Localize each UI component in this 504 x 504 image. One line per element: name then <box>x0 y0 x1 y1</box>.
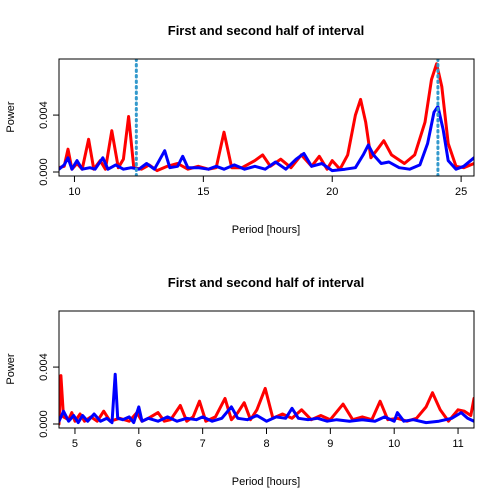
x-tick-label: 11 <box>452 438 463 450</box>
x-axis-label: Period [hours] <box>232 224 300 236</box>
chart-title: First and second half of interval <box>168 275 364 290</box>
x-tick-label: 10 <box>388 438 400 450</box>
x-tick-label: 15 <box>197 186 209 198</box>
x-axis-label: Period [hours] <box>232 476 300 488</box>
series-line-red <box>59 62 474 173</box>
y-tick-label: 0.004 <box>38 101 50 129</box>
x-tick-label: 6 <box>136 438 142 450</box>
y-tick-label: 0.004 <box>38 353 50 381</box>
series-line-blue <box>59 372 474 425</box>
x-tick-label: 10 <box>68 186 80 198</box>
y-axis-label: Power <box>5 101 17 133</box>
x-tick-label: 9 <box>327 438 333 450</box>
plot-frame <box>58 58 475 177</box>
x-tick-label: 5 <box>72 438 78 450</box>
y-axis-label: Power <box>5 353 17 385</box>
x-tick-label: 8 <box>263 438 269 450</box>
x-tick-label: 7 <box>200 438 206 450</box>
chart-title: First and second half of interval <box>168 23 364 38</box>
plot-frame <box>58 310 475 429</box>
x-tick-label: 25 <box>455 186 467 198</box>
plot-area <box>59 372 474 426</box>
y-tick-label: 0.000 <box>38 410 50 438</box>
panel-bottom: First and second half of interval Period… <box>5 275 475 488</box>
series-line-red <box>59 374 474 426</box>
y-tick-label: 0.000 <box>38 158 50 186</box>
series-line-blue <box>59 105 474 173</box>
panel-top: First and second half of interval Period… <box>5 23 475 236</box>
x-tick-label: 20 <box>326 186 338 198</box>
plot-area <box>59 59 474 176</box>
